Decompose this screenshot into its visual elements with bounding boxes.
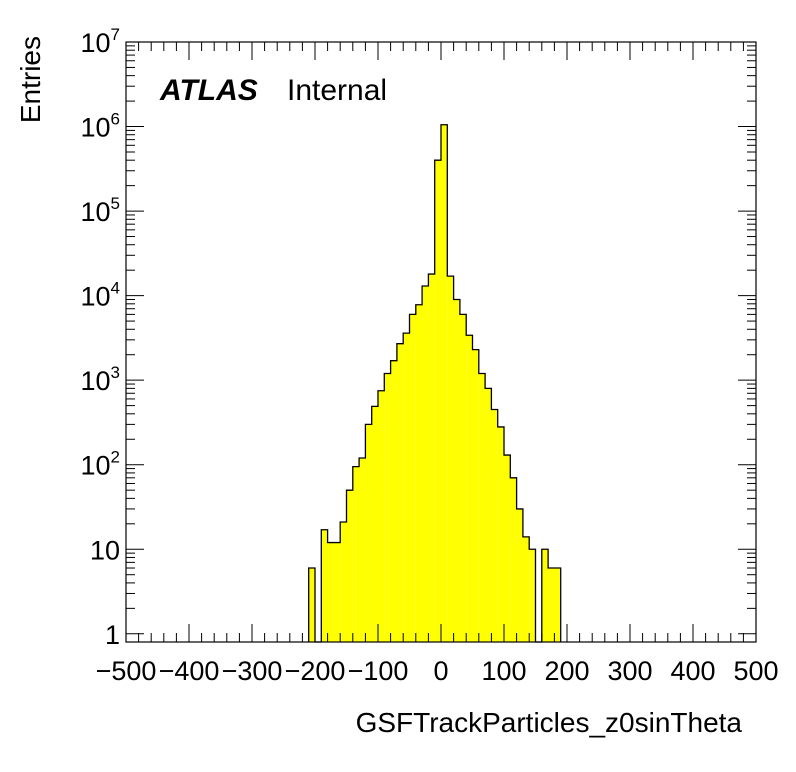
histogram-bin xyxy=(308,568,315,642)
x-tick-label: 500 xyxy=(733,656,778,686)
x-tick-label: 100 xyxy=(481,656,526,686)
histogram-bin xyxy=(478,373,486,642)
histogram-bin xyxy=(504,455,511,642)
histogram-bin xyxy=(352,466,360,642)
histogram-bin xyxy=(485,388,492,642)
y-tick-labels: 1 10 102 103 104 105 106 107 xyxy=(80,25,120,650)
histogram-bin xyxy=(491,409,498,642)
histogram-bin xyxy=(327,542,334,642)
histogram-bin xyxy=(548,568,555,642)
histogram-bin xyxy=(422,285,429,642)
histogram-bin xyxy=(340,522,347,642)
minor-ticks xyxy=(126,42,756,642)
histogram-bin xyxy=(359,458,366,642)
y-tick-label: 107 xyxy=(80,25,120,58)
histogram-bin xyxy=(522,536,530,642)
histogram-bin xyxy=(333,542,341,642)
histogram-bin xyxy=(321,529,328,642)
histogram-bars xyxy=(308,124,562,643)
histogram-bin xyxy=(529,549,536,642)
y-tick-label: 106 xyxy=(80,110,120,143)
histogram-bin xyxy=(497,426,504,642)
histogram-bin xyxy=(409,314,416,642)
y-tick-label: 103 xyxy=(80,363,120,396)
histogram-bin xyxy=(554,568,561,642)
histogram-bin xyxy=(453,299,460,642)
histogram-bin xyxy=(447,276,454,642)
x-tick-label: −100 xyxy=(348,656,409,686)
histogram-bin xyxy=(516,508,523,642)
histogram-bin xyxy=(441,124,448,642)
y-tick-label: 105 xyxy=(80,194,120,227)
x-axis-title: GSFTrackParticles_z0sinTheta xyxy=(356,707,743,738)
y-tick-label: 102 xyxy=(80,448,120,481)
atlas-label: ATLAS xyxy=(159,74,258,107)
x-tick-label: 400 xyxy=(670,656,715,686)
histogram-bin xyxy=(466,335,473,642)
histogram-bin xyxy=(396,343,404,642)
histogram-bin xyxy=(346,490,353,642)
histogram-bin xyxy=(384,373,391,642)
histogram-bin xyxy=(390,360,397,642)
histogram-bin xyxy=(365,424,372,642)
histogram-bin xyxy=(472,349,479,642)
histogram-bin xyxy=(371,406,378,642)
histogram-bin xyxy=(434,160,441,643)
histogram-bin xyxy=(415,304,423,642)
histogram-bin xyxy=(428,274,435,642)
histogram-bin xyxy=(459,314,467,642)
histogram-bin xyxy=(510,477,517,642)
y-tick-label: 104 xyxy=(80,279,120,312)
x-tick-label: 0 xyxy=(433,656,448,686)
internal-label: Internal xyxy=(287,74,387,107)
histogram-bin xyxy=(541,549,549,642)
x-tick-label: −400 xyxy=(159,656,220,686)
x-tick-label: −300 xyxy=(222,656,283,686)
x-tick-label: 200 xyxy=(544,656,589,686)
x-tick-label: 300 xyxy=(607,656,652,686)
y-tick-label: 10 xyxy=(90,535,120,565)
histogram-bin xyxy=(378,390,385,642)
plot-frame xyxy=(125,41,757,643)
y-axis-title: Entries xyxy=(15,36,46,123)
x-tick-label: −200 xyxy=(285,656,346,686)
y-tick-label: 1 xyxy=(105,620,120,650)
histogram-outline xyxy=(308,124,562,643)
x-tick-label: −500 xyxy=(96,656,157,686)
histogram-bin xyxy=(403,333,410,642)
x-tick-labels: −500 −400 −300 −200 −100 0 100 200 300 400 500 xyxy=(96,656,779,686)
